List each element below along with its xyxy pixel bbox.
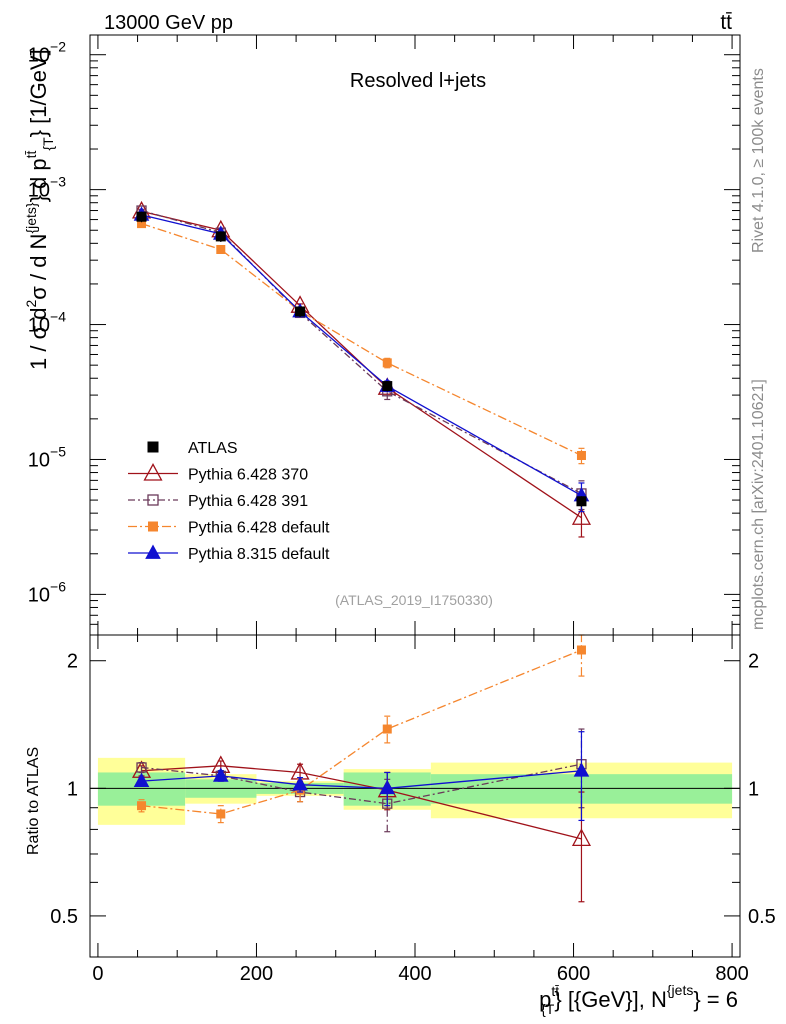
series-2 bbox=[137, 219, 586, 465]
y-tick-label-base: 10 bbox=[28, 584, 50, 606]
x-axis-label-mid: } [{GeV}], N bbox=[554, 987, 667, 1012]
ratio-panel bbox=[90, 634, 740, 903]
ratio-point bbox=[573, 762, 590, 777]
legend-label: ATLAS bbox=[188, 440, 238, 457]
ratio-point bbox=[292, 776, 308, 791]
x-tick-label: 0 bbox=[92, 963, 103, 985]
y-tick-label: 10−3 bbox=[28, 174, 66, 202]
series-line bbox=[141, 222, 582, 457]
series-atlas bbox=[136, 211, 587, 507]
y-tick-label: 10−4 bbox=[28, 309, 66, 337]
legend-item-0: ATLAS bbox=[147, 440, 238, 457]
y-axis-label: 1 / σ d2σ / d N{jets}} d ptt̄{T} [1/GeV] bbox=[23, 49, 56, 370]
atlas-point bbox=[295, 306, 306, 317]
legend-item-4: Pythia 8.315 default bbox=[128, 544, 330, 563]
y-axis-label-sub: {T bbox=[40, 137, 56, 151]
y-tick-label-exp: −2 bbox=[50, 39, 66, 55]
analysis-tag: (ATLAS_2019_I1750330) bbox=[335, 592, 493, 608]
ratio-y-tick-label: 2 bbox=[67, 651, 78, 673]
legend-item-1: Pythia 6.428 370 bbox=[128, 463, 308, 484]
data-point bbox=[382, 358, 392, 368]
y-tick-label-base: 10 bbox=[28, 45, 50, 67]
ratio-point bbox=[382, 724, 392, 734]
x-tick-label: 400 bbox=[398, 963, 431, 985]
ratio-series-3 bbox=[133, 731, 590, 822]
x-tick-label: 200 bbox=[240, 963, 273, 985]
y-axis-label-unit: } [1/GeV] bbox=[26, 49, 51, 137]
y-axis-label-close: } d p bbox=[26, 158, 51, 202]
legend-label: Pythia 8.315 default bbox=[188, 546, 330, 563]
ratio-point bbox=[216, 809, 226, 819]
y-tick-label: 10−6 bbox=[28, 578, 66, 606]
y-tick-label-exp: −5 bbox=[50, 443, 66, 459]
mcplots-credit-label: mcplots.cern.ch [arXiv:2401.10621] bbox=[750, 379, 767, 630]
legend-item-2: Pythia 6.428 391 bbox=[128, 493, 308, 510]
x-tick-label: 600 bbox=[557, 963, 590, 985]
y-tick-label-exp: −6 bbox=[50, 578, 66, 594]
y-tick-label-exp: −3 bbox=[50, 174, 66, 190]
ratio-y-tick-label: 0.5 bbox=[50, 906, 78, 928]
series-1 bbox=[136, 205, 587, 511]
header-right-label: tt̄ bbox=[720, 11, 732, 34]
y-axis-label-sq: 2 bbox=[23, 300, 39, 308]
data-point bbox=[137, 219, 147, 229]
series-0 bbox=[131, 200, 592, 538]
ratio-point bbox=[137, 801, 147, 811]
legend-marker bbox=[145, 544, 161, 559]
atlas-point bbox=[215, 231, 226, 242]
legend-marker bbox=[148, 521, 158, 532]
y-tick-label: 10−2 bbox=[28, 39, 66, 67]
ratio-y-axis-label: Ratio to ATLAS bbox=[25, 747, 42, 855]
legend-label: Pythia 6.428 370 bbox=[188, 467, 308, 484]
ratio-point bbox=[576, 645, 586, 655]
chart-title: Resolved l+jets bbox=[350, 70, 486, 92]
y-tick-label-base: 10 bbox=[28, 449, 50, 471]
y-axis-label-mid: σ / d N bbox=[26, 234, 51, 300]
y-tick-label-base: 10 bbox=[28, 180, 50, 202]
ratio-point bbox=[136, 762, 147, 773]
data-point bbox=[216, 244, 226, 254]
legend-marker bbox=[147, 494, 159, 506]
header-left-label: 13000 GeV pp bbox=[104, 12, 233, 34]
ratio-series-line bbox=[141, 649, 582, 815]
x-axis-label-end: } = 6 bbox=[693, 987, 738, 1012]
y-axis-label-main: 1 / σ d bbox=[26, 308, 51, 371]
atlas-point bbox=[576, 496, 587, 507]
ratio-y-tick-label-right: 0.5 bbox=[748, 906, 776, 928]
y-tick-label-exp: −4 bbox=[50, 309, 66, 325]
legend-label: Pythia 6.428 default bbox=[188, 520, 330, 537]
legend-label: Pythia 6.428 391 bbox=[188, 493, 308, 510]
ratio-y-tick-label-right: 2 bbox=[748, 651, 759, 673]
ratio-y-tick-label: 1 bbox=[67, 778, 78, 800]
y-tick-label: 10−5 bbox=[28, 443, 66, 471]
main-panel bbox=[131, 200, 592, 538]
data-point bbox=[571, 507, 592, 525]
legend-item-3: Pythia 6.428 default bbox=[128, 520, 330, 537]
x-axis-label: ptt̄ {T} [{GeV}], N{jets} = 6 bbox=[539, 982, 738, 1017]
x-tick-label: 800 bbox=[715, 963, 748, 985]
legend-marker bbox=[147, 441, 159, 453]
rivet-version-label: Rivet 4.1.0, ≥ 100k events bbox=[750, 68, 767, 253]
y-tick-label-base: 10 bbox=[28, 315, 50, 337]
atlas-point bbox=[382, 381, 393, 392]
y-axis-label-jets: {jets} bbox=[23, 202, 39, 233]
atlas-point bbox=[136, 211, 147, 222]
x-axis-label-jets: {jets bbox=[667, 982, 693, 998]
x-axis-label-tt: tt̄ bbox=[551, 983, 559, 999]
ratio-point bbox=[571, 828, 592, 846]
ratio-point bbox=[133, 772, 150, 787]
x-axis-label-p: p bbox=[539, 987, 551, 1012]
legend: ATLAS Pythia 6.428 370 Pythia 6.428 391 Pyt… bbox=[128, 440, 330, 563]
ratio-point bbox=[212, 767, 229, 782]
main-panel-frame bbox=[89, 34, 741, 636]
ratio-point bbox=[379, 779, 396, 795]
y-axis-label-tt: tt̄ bbox=[23, 150, 39, 158]
x-axis-label-sub: {T bbox=[541, 1001, 555, 1017]
data-point bbox=[576, 451, 586, 461]
legend-marker bbox=[143, 463, 163, 481]
ratio-y-tick-label-right: 1 bbox=[748, 778, 759, 800]
